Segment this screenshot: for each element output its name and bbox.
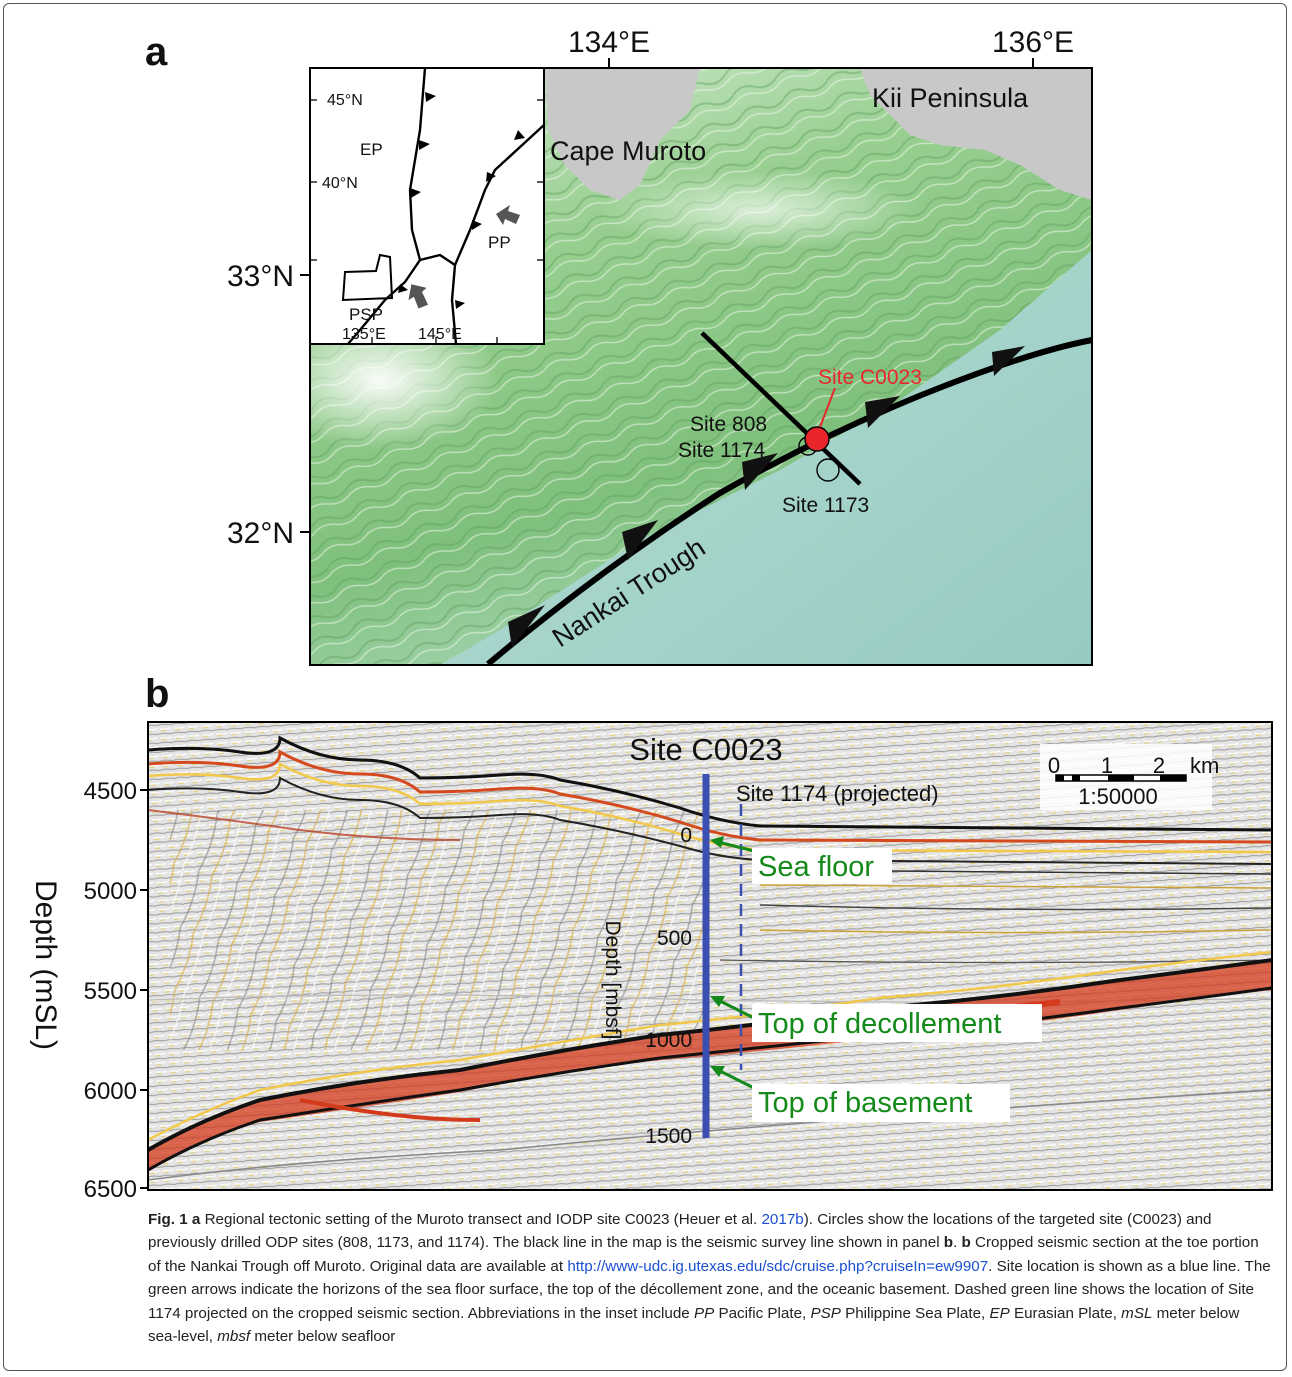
ytick-5500: 5500 — [84, 978, 137, 1005]
mbsf-tick-1000: 1000 — [645, 1029, 692, 1052]
caption-text-2: ). Circles show the locations of the tar… — [148, 1211, 1212, 1252]
lat-label-32: 32°N — [227, 517, 294, 550]
panel-b-seismic: 4500 5000 5500 6000 6500 Depth (mSL) Sit… — [29, 721, 1273, 1200]
site-808-label: Site 808 — [690, 413, 767, 436]
site-1173-marker — [816, 458, 840, 482]
caption-text-1: Regional tectonic setting of the Muroto … — [200, 1211, 762, 1228]
caption-text-4: Cropped seismic section at the toe porti… — [148, 1234, 1259, 1275]
abbr-msl: mSL — [1121, 1304, 1153, 1322]
decollement-label-bg — [752, 1004, 1042, 1042]
lon-label-136: 136°E — [992, 26, 1074, 59]
panel-b-letter: b — [145, 672, 170, 716]
site-1173-label: Site 1173 — [782, 494, 869, 517]
abbr-ep: EP — [989, 1304, 1010, 1322]
site-c0023-section-title: Site C0023 — [629, 732, 782, 767]
inset-psp-label: PSP — [349, 305, 383, 324]
thrust-tooth — [622, 520, 658, 560]
inset-lon-135: 135°E — [342, 326, 386, 343]
def-ep: Eurasian Plate, — [1009, 1304, 1122, 1322]
caption-text-5: . Site location is shown as a blue line.… — [148, 1257, 1271, 1322]
scalebar-tick-0: 0 — [1048, 753, 1060, 778]
site-c0023-leader — [819, 387, 836, 428]
lat-label-33: 33°N — [227, 260, 294, 293]
inset-map: 45°N 40°N 135°E 145°E EP PP PSP — [309, 67, 545, 345]
scalebar-ratio: 1:50000 — [1078, 784, 1158, 809]
basement-label: Top of basement — [758, 1087, 972, 1119]
thrust-tooth — [865, 396, 900, 428]
def-psp: Philippine Sea Plate, — [840, 1304, 990, 1322]
def-pp: Pacific Plate, — [714, 1304, 811, 1322]
basement-label-bg — [752, 1084, 1010, 1122]
land-kii — [860, 68, 1092, 200]
sea-floor-label-bg — [752, 848, 892, 884]
inset-lon-145: 145°E — [418, 326, 462, 343]
def-mbsf: meter below seafloor — [250, 1328, 396, 1346]
panel-a-map: Site C0023 Site 808 Site 1174 Site 1173 … — [227, 26, 1093, 667]
depth-axis: 4500 5000 5500 6000 6500 Depth (mSL) — [29, 778, 148, 1200]
kii-peninsula-label: Kii Peninsula — [872, 83, 1029, 113]
def-msl: meter below sea-level, — [148, 1304, 1240, 1346]
thrust-tooth — [742, 453, 778, 490]
scalebar-tick-2: 2 — [1153, 753, 1165, 778]
ytick-6000: 6000 — [84, 1078, 137, 1105]
caption-ref-link[interactable]: 2017b — [761, 1211, 804, 1228]
scalebar-tick-1: 1 — [1101, 753, 1113, 778]
site-1174-projected-label: Site 1174 (projected) — [736, 781, 939, 806]
seismic-survey-line — [700, 331, 862, 486]
sea-floor-label: Sea floor — [758, 851, 874, 883]
site-c0023-marker — [804, 426, 830, 452]
map-border — [309, 67, 1093, 666]
site-1174-label: Site 1174 — [678, 439, 765, 462]
thrust-tooth — [508, 605, 545, 648]
inset-lat-40: 40°N — [322, 175, 358, 192]
lon-label-134: 134°E — [568, 26, 650, 59]
abbr-mbsf: mbsf — [217, 1328, 251, 1346]
basin-highlight — [600, 170, 920, 250]
caption-text-3: . — [953, 1234, 962, 1252]
site-c0023-map-label: Site C0023 — [818, 366, 922, 389]
abbr-pp: PP — [693, 1304, 715, 1322]
thrust-tooth — [992, 346, 1025, 376]
inset-pp-label: PP — [488, 233, 511, 252]
panel-a-letter: a — [145, 30, 168, 74]
mbsf-tick-500: 500 — [657, 927, 692, 950]
caption-panel-a: a — [191, 1211, 201, 1228]
scale-bar: 0 1 2 km 1:50000 — [1040, 744, 1219, 810]
mbsf-tick-0: 0 — [680, 824, 692, 847]
ytick-4500: 4500 — [84, 778, 137, 805]
mbsf-axis-label: Depth [mbsf] — [601, 920, 624, 1039]
horizon-arrows — [710, 836, 759, 1092]
scalebar-unit: km — [1190, 753, 1219, 778]
ytick-5000: 5000 — [84, 878, 137, 905]
abbr-psp: PSP — [810, 1304, 841, 1322]
decollement-label: Top of decollement — [758, 1008, 1001, 1040]
caption-fig-label: Fig. 1 — [148, 1211, 188, 1228]
figure-caption: Fig. 1 a Regional tectonic setting of th… — [148, 1208, 1272, 1348]
ytick-6500: 6500 — [84, 1176, 137, 1200]
inset-ep-label: EP — [360, 140, 383, 159]
figure-frame — [3, 3, 1287, 1371]
inset-lat-45: 45°N — [327, 92, 363, 109]
land-muroto — [545, 68, 700, 200]
caption-data-url[interactable]: http://www-udc.ig.utexas.edu/sdc/cruise.… — [567, 1257, 989, 1275]
cape-muroto-label: Cape Muroto — [550, 136, 706, 166]
nankai-trough-line — [486, 337, 1093, 667]
y-axis-label: Depth (mSL) — [29, 880, 62, 1050]
mbsf-tick-1500: 1500 — [645, 1125, 692, 1148]
section-border — [147, 721, 1273, 1191]
caption-panel-b: b — [961, 1234, 971, 1252]
caption-panel-b-ref: b — [943, 1234, 954, 1252]
